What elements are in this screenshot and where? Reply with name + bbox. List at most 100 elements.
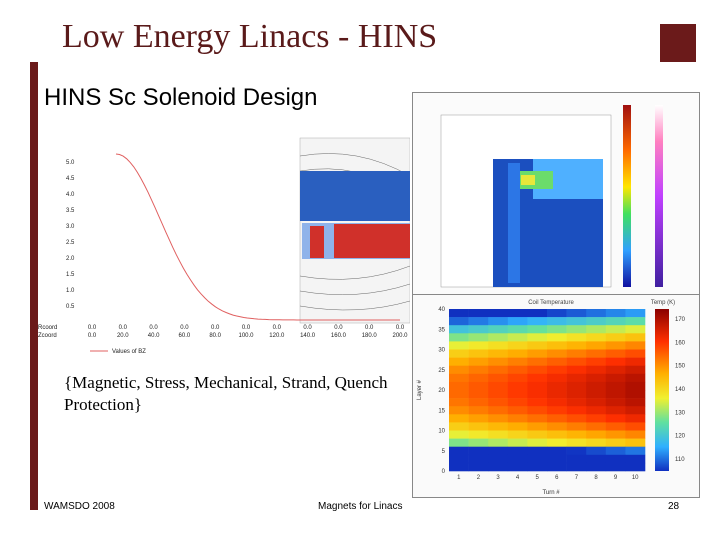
heatmap-cell xyxy=(547,462,567,472)
heatmap-cell xyxy=(488,309,509,318)
heatmap-cell xyxy=(449,390,469,399)
heatmap-cell xyxy=(527,373,548,383)
y-tick-label: 2.5 xyxy=(66,240,75,246)
heatmap-cell xyxy=(449,462,469,472)
heatmap-cell xyxy=(449,341,469,350)
heatmap-cell xyxy=(507,406,528,415)
heatmap-cell xyxy=(468,381,489,391)
heatmap-cell xyxy=(507,446,528,456)
heatmap-cell xyxy=(625,373,646,383)
heatmap-cell xyxy=(625,357,646,366)
heatmap-cell xyxy=(449,454,469,464)
heatmap-cell xyxy=(547,398,567,407)
stress-field-yellow xyxy=(521,175,535,185)
heatmap-cell xyxy=(547,325,567,334)
heatmap-cell xyxy=(566,333,587,342)
heatmap-cell xyxy=(625,381,646,391)
heatmap-cell xyxy=(507,309,528,318)
heatmap-cell xyxy=(468,430,489,439)
heatmap-cell xyxy=(566,365,587,375)
heatmap-cell xyxy=(468,357,489,366)
heatmap-cell xyxy=(625,462,646,472)
heatmap-cell xyxy=(547,309,567,318)
heatmap-cell xyxy=(586,430,607,439)
y-tick-label: 0.5 xyxy=(66,304,75,310)
footer-topic: Magnets for Linacs xyxy=(318,501,403,512)
heatmap-cell xyxy=(488,414,509,423)
page-number: 28 xyxy=(668,501,680,512)
y-tick-label: 5.0 xyxy=(66,160,75,166)
heatmap-cell xyxy=(586,333,607,342)
heatmap-cell xyxy=(488,462,509,472)
heatmap-cell xyxy=(547,349,567,358)
heatmap-cell xyxy=(625,349,646,358)
heatmap-cell xyxy=(547,333,567,342)
heatmap-cell xyxy=(449,438,469,447)
r-coord-tick: 0.0 xyxy=(303,325,312,331)
z-coord-tick: 200.0 xyxy=(392,333,408,339)
heatmap-ylabel: Layer # xyxy=(417,379,423,400)
heatmap-cell xyxy=(566,422,587,431)
heatmap-cell xyxy=(507,325,528,334)
heatmap-cell xyxy=(605,398,626,407)
heatmap-cell xyxy=(625,438,646,447)
heatmap-cell xyxy=(625,430,646,439)
heatmap-cell xyxy=(468,373,489,383)
heatmap-cell xyxy=(527,462,548,472)
heatmap-cell xyxy=(586,309,607,318)
stress-map-panel xyxy=(412,92,700,296)
heatmap-cell xyxy=(449,398,469,407)
heatmap-cell xyxy=(468,365,489,375)
heatmap-cell xyxy=(527,381,548,391)
heatmap-cell xyxy=(468,438,489,447)
heatmap-cell xyxy=(507,438,528,447)
heatmap-x-tick: 10 xyxy=(632,475,639,481)
heatmap-cell xyxy=(605,414,626,423)
heatmap-cell xyxy=(507,398,528,407)
heatmap-cell xyxy=(527,317,548,326)
heatmap-y-tick: 20 xyxy=(438,388,445,394)
heatmap-cell xyxy=(527,390,548,399)
heatmap-x-tick: 1 xyxy=(457,475,461,481)
heatmap-cell xyxy=(488,406,509,415)
r-coord-tick: 0.0 xyxy=(149,325,158,331)
heatmap-cell xyxy=(468,317,489,326)
heatmap-cell xyxy=(507,422,528,431)
left-accent-bar xyxy=(30,62,38,510)
heatmap-cell xyxy=(625,309,646,318)
contour-line xyxy=(299,153,410,177)
heatmap-cell xyxy=(625,325,646,334)
heatmap-xlabel: Turn # xyxy=(542,490,560,496)
heatmap-x-tick: 7 xyxy=(575,475,579,481)
heatmap-cell xyxy=(547,373,567,383)
heatmap-cell xyxy=(547,365,567,375)
heatmap-cell xyxy=(449,333,469,342)
heatmap-cell xyxy=(625,365,646,375)
heatmap-cell xyxy=(566,341,587,350)
heatmap-cell xyxy=(566,349,587,358)
heatmap-cell xyxy=(566,430,587,439)
heatmap-cell xyxy=(586,390,607,399)
heatmap-cell xyxy=(507,373,528,383)
heatmap-cell xyxy=(488,349,509,358)
r-coord-tick: 0.0 xyxy=(365,325,374,331)
heatmap-cell xyxy=(527,309,548,318)
heatmap-cell xyxy=(507,462,528,472)
heatmap-cell xyxy=(468,446,489,456)
heatmap-cell xyxy=(507,317,528,326)
heatmap-cell xyxy=(507,454,528,464)
bz-curve xyxy=(115,153,400,321)
title-box xyxy=(30,24,660,62)
heatmap-x-tick: 3 xyxy=(496,475,500,481)
r-coord-tick: 0.0 xyxy=(396,325,405,331)
temperature-heatmap-svg: Coil Temperature Temp (K) 05101520253035… xyxy=(413,295,699,497)
heatmap-cell xyxy=(566,373,587,383)
heatmap-cell xyxy=(547,422,567,431)
heatmap-cell xyxy=(605,422,626,431)
heatmap-cell xyxy=(566,454,587,464)
heatmap-cell xyxy=(586,317,607,326)
coil-red xyxy=(334,224,410,258)
heatmap-cell xyxy=(488,422,509,431)
heatmap-cell xyxy=(547,454,567,464)
heatmap-cell xyxy=(605,390,626,399)
